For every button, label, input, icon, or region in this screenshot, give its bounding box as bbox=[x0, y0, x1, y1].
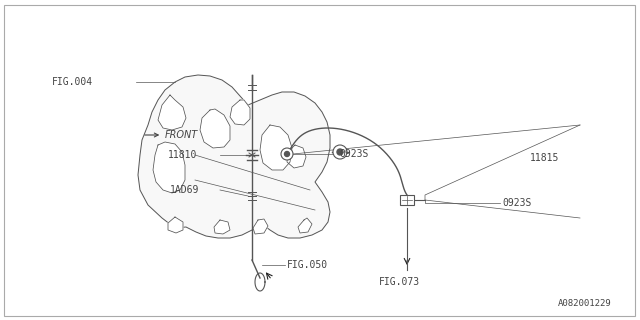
Polygon shape bbox=[253, 219, 268, 234]
Text: 11810: 11810 bbox=[168, 150, 197, 160]
Polygon shape bbox=[138, 75, 330, 238]
Text: FIG.050: FIG.050 bbox=[287, 260, 328, 270]
Polygon shape bbox=[287, 145, 306, 168]
Polygon shape bbox=[260, 125, 292, 170]
Polygon shape bbox=[214, 220, 230, 234]
Text: FRONT: FRONT bbox=[145, 130, 198, 140]
Bar bbox=[400, 195, 414, 205]
Polygon shape bbox=[158, 95, 186, 130]
Circle shape bbox=[281, 148, 293, 160]
Polygon shape bbox=[168, 217, 183, 233]
Text: 11815: 11815 bbox=[530, 153, 559, 163]
Text: 0923S: 0923S bbox=[502, 198, 531, 208]
Text: 0923S: 0923S bbox=[339, 149, 369, 159]
Text: FIG.073: FIG.073 bbox=[379, 277, 420, 287]
Polygon shape bbox=[153, 142, 185, 193]
Circle shape bbox=[285, 151, 289, 156]
Circle shape bbox=[337, 149, 343, 155]
Text: FIG.004: FIG.004 bbox=[52, 77, 93, 87]
Polygon shape bbox=[200, 109, 230, 148]
Text: 1AD69: 1AD69 bbox=[170, 185, 200, 195]
Polygon shape bbox=[298, 218, 312, 233]
Text: A082001229: A082001229 bbox=[558, 299, 612, 308]
Circle shape bbox=[333, 145, 347, 159]
Polygon shape bbox=[230, 100, 250, 125]
